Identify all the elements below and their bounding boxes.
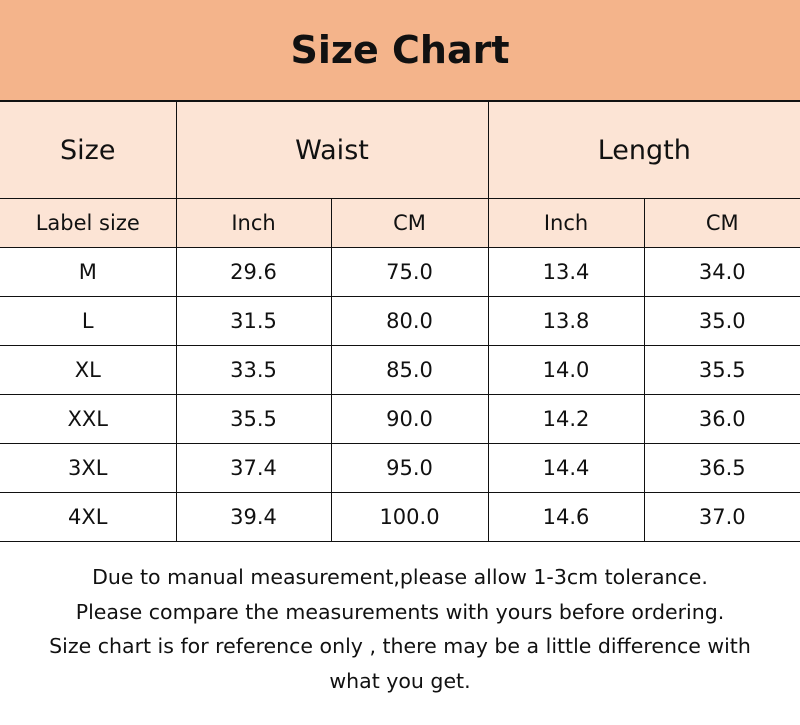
table-cell: 39.4 <box>175 492 332 542</box>
waist-header: Waist <box>175 102 489 199</box>
table-row: M 29.6 75.0 13.4 34.0 <box>0 247 800 297</box>
table-cell: 29.6 <box>175 247 332 297</box>
table-cell: 14.6 <box>487 492 645 542</box>
table-cell: 85.0 <box>330 345 489 395</box>
table-cell: 14.0 <box>487 345 645 395</box>
table-cell: XL <box>0 345 177 395</box>
subheader-cell: Inch <box>175 198 332 248</box>
note-line: Size chart is for reference only , there… <box>49 634 751 658</box>
table-cell: 37.0 <box>643 492 800 542</box>
note-line: Due to manual measurement,please allow 1… <box>92 565 708 589</box>
table-cell: 14.2 <box>487 394 645 444</box>
subheader-cell: CM <box>643 198 800 248</box>
table-cell: 95.0 <box>330 443 489 493</box>
table-cell: 35.0 <box>643 296 800 346</box>
table-cell: 36.0 <box>643 394 800 444</box>
table-cell: 75.0 <box>330 247 489 297</box>
subheader-cell: Label size <box>0 198 177 248</box>
length-header: Length <box>487 102 800 199</box>
table-cell: 31.5 <box>175 296 332 346</box>
table-cell: 36.5 <box>643 443 800 493</box>
table-cell: 4XL <box>0 492 177 542</box>
size-header: Size <box>0 102 177 199</box>
table-cell: 14.4 <box>487 443 645 493</box>
note-line: what you get. <box>329 668 471 693</box>
table-cell: 34.0 <box>643 247 800 297</box>
table-cell: L <box>0 296 177 346</box>
subheader-cell: Inch <box>487 198 645 248</box>
notes: Due to manual measurement,please allow 1… <box>0 542 800 698</box>
table-cell: 13.8 <box>487 296 645 346</box>
header-row: Size Waist Length <box>0 102 800 199</box>
chart-title: Size Chart <box>0 0 800 102</box>
table-row: XL 33.5 85.0 14.0 35.5 <box>0 345 800 395</box>
size-table: Size Waist Length Label size Inch CM Inc… <box>0 102 800 542</box>
table-row: 3XL 37.4 95.0 14.4 36.5 <box>0 443 800 493</box>
subheader-cell: CM <box>330 198 489 248</box>
table-cell: 33.5 <box>175 345 332 395</box>
table-cell: 35.5 <box>643 345 800 395</box>
table-row: XXL 35.5 90.0 14.2 36.0 <box>0 394 800 444</box>
table-cell: 90.0 <box>330 394 489 444</box>
table-cell: 3XL <box>0 443 177 493</box>
table-cell: XXL <box>0 394 177 444</box>
table-row: 4XL 39.4 100.0 14.6 37.0 <box>0 492 800 542</box>
table-cell: 37.4 <box>175 443 332 493</box>
table-cell: 13.4 <box>487 247 645 297</box>
table-cell: 80.0 <box>330 296 489 346</box>
subheader-row: Label size Inch CM Inch CM <box>0 198 800 248</box>
table-cell: 100.0 <box>330 492 489 542</box>
note-line: Please compare the measurements with you… <box>75 599 725 624</box>
table-cell: 35.5 <box>175 394 332 444</box>
table-cell: M <box>0 247 177 297</box>
table-row: L 31.5 80.0 13.8 35.0 <box>0 296 800 346</box>
